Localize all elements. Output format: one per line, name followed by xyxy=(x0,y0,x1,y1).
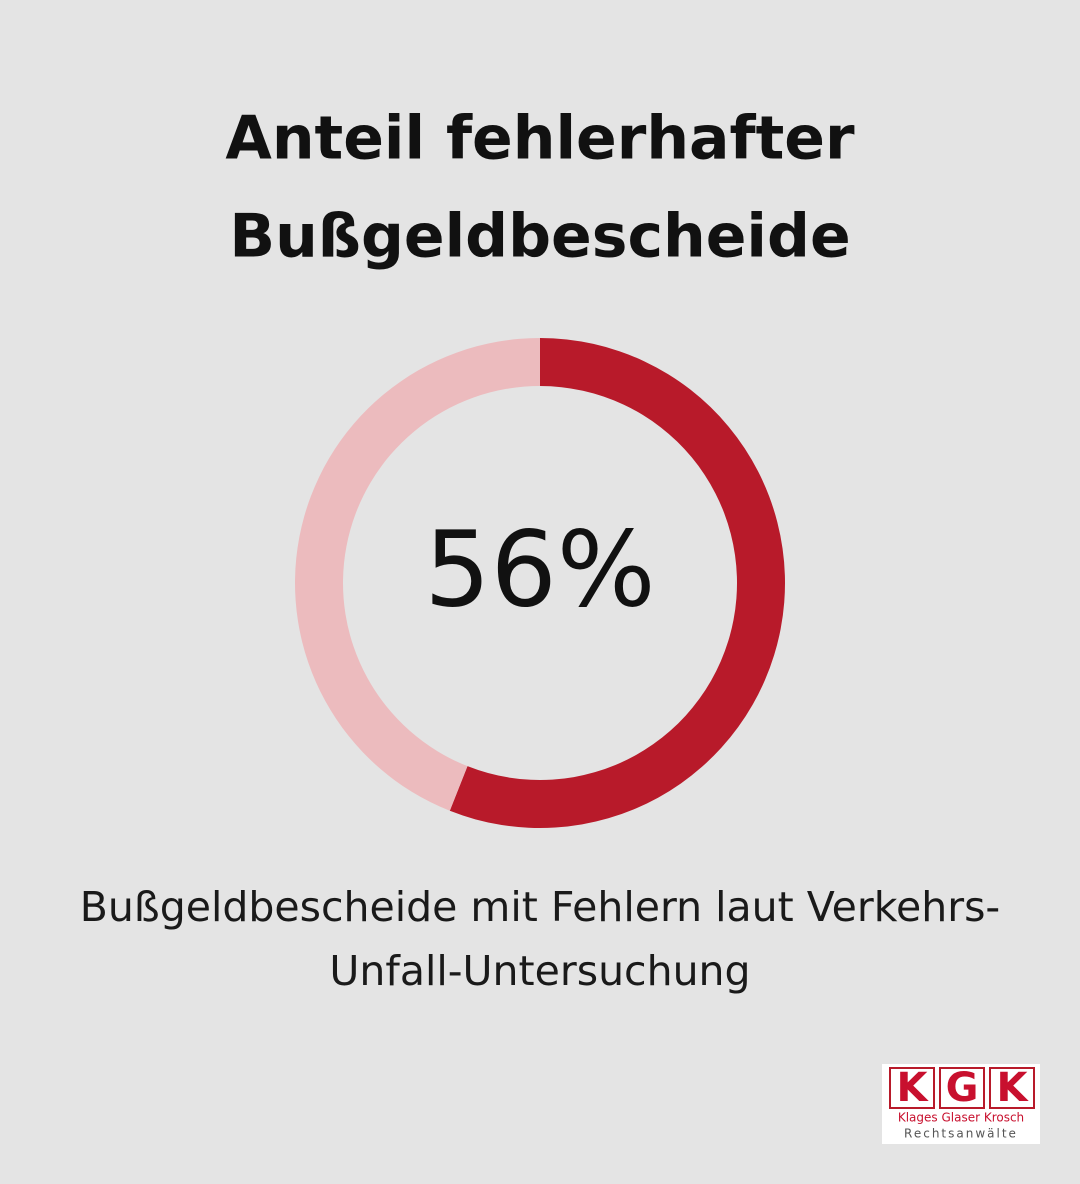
logo-box xyxy=(882,1064,1040,1144)
chart-title: Anteil fehlerhafter xyxy=(225,104,855,174)
logo-letter: K xyxy=(897,1065,930,1111)
donut-segment xyxy=(295,338,540,811)
logo-subtitle: Rechtsanwälte xyxy=(904,1127,1018,1141)
logo-letter: K xyxy=(997,1065,1030,1111)
logo-letter: G xyxy=(946,1065,979,1111)
caption: Unfall-Untersuchung xyxy=(329,947,750,995)
logo-letter-box xyxy=(989,1067,1035,1109)
caption: Bußgeldbescheide mit Fehlern laut Verkeh… xyxy=(80,883,1000,931)
logo-names: Klages Glaser Krosch xyxy=(898,1111,1024,1125)
center-label: 56% xyxy=(424,508,655,630)
logo-letter-box xyxy=(939,1067,985,1109)
logo-letter-box xyxy=(889,1067,935,1109)
chart-title: Bußgeldbescheide xyxy=(229,202,850,272)
donut-segment xyxy=(449,338,786,828)
